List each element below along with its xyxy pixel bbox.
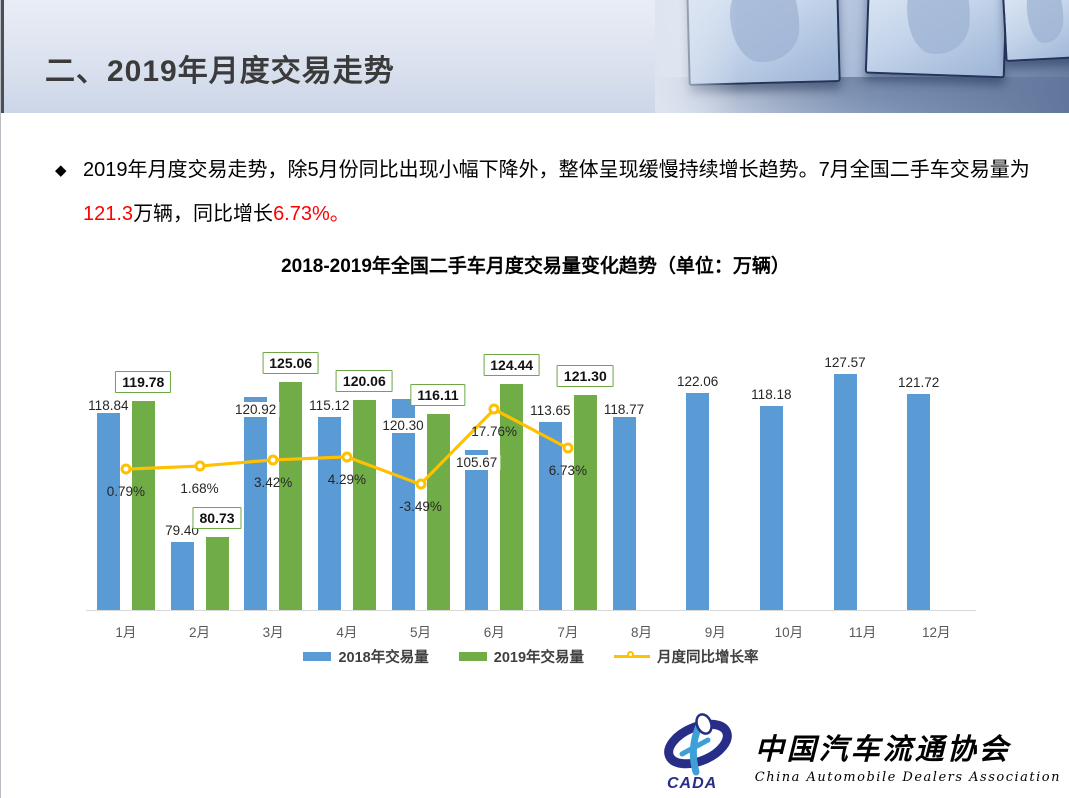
bar-2018-value: 105.67 <box>453 455 501 471</box>
bar-2019-value: 121.30 <box>556 365 614 388</box>
bar-2018-value: 122.06 <box>677 373 719 389</box>
bar-2019 <box>205 537 229 610</box>
chart-legend: 2018年交易量 2019年交易量 月度同比增长率 <box>89 646 973 667</box>
x-axis-label: 3月 <box>262 625 284 640</box>
globe-cube-icon <box>1000 0 1069 63</box>
plot-area: 118.84 119.78 0.79% 79.40 80.73 1.68% 120.92 12… <box>85 330 976 611</box>
bar-2018 <box>391 398 415 610</box>
bar-2018 <box>612 404 636 610</box>
growth-value: -3.49% <box>399 499 442 515</box>
x-axis-label: 8月 <box>631 625 653 640</box>
legend-item: 2019年交易量 <box>458 646 585 667</box>
summary-paragraph: ◆ 2019年月度交易走势，除5月份同比出现小幅下降外，整体呈现缓慢持续增长趋势… <box>55 148 1030 236</box>
legend-swatch <box>303 652 332 661</box>
bar-2018 <box>465 450 489 610</box>
bar-2018 <box>244 396 268 610</box>
legend-swatch <box>458 652 487 661</box>
bar-2018-value: 118.77 <box>600 402 648 418</box>
growth-marker <box>415 478 426 490</box>
growth-marker <box>562 442 574 454</box>
bar-2018-value: 113.65 <box>530 403 571 419</box>
legend-label: 2018年交易量 <box>338 650 429 666</box>
bar-2019-value: 120.06 <box>335 369 393 392</box>
x-axis-label: 6月 <box>483 625 505 640</box>
slide-header: 二、2019年月度交易走势 <box>1 0 1069 113</box>
bar-2018-value: 120.30 <box>379 417 427 433</box>
x-axis-label: 9月 <box>704 625 726 640</box>
bar-2018-value: 118.84 <box>85 398 132 414</box>
growth-value: 1.68% <box>180 481 219 497</box>
x-axis-label: 2月 <box>189 625 211 640</box>
x-axis-label: 4月 <box>336 625 358 640</box>
growth-value: 4.29% <box>327 471 366 487</box>
bar-2019-value: 119.78 <box>115 370 172 393</box>
cube-shadow-icon <box>655 77 1069 113</box>
bar-2018 <box>538 422 562 610</box>
x-axis-label: 11月 <box>848 625 877 640</box>
growth-marker <box>341 451 353 463</box>
bar-2018 <box>686 392 710 610</box>
growth-marker <box>120 463 132 475</box>
bar-2019-value: 125.06 <box>262 352 320 375</box>
globe-cube-icon <box>864 0 1010 79</box>
growth-value: 0.79% <box>106 484 145 500</box>
x-axis-labels: 1月 2月 3月 4月 5月 6月 7月 8月 9月 10月 11月 12月 <box>89 621 973 641</box>
bar-2018-value: 121.72 <box>898 374 940 390</box>
bar-2019 <box>352 399 376 610</box>
x-axis-label: 10月 <box>774 625 804 640</box>
x-axis-label: 7月 <box>557 625 579 640</box>
x-axis-label: 5月 <box>410 625 432 640</box>
x-axis-line <box>86 610 976 611</box>
bar-2018 <box>759 406 783 610</box>
legend-label: 2019年交易量 <box>493 650 585 666</box>
bar-2019 <box>573 395 597 610</box>
bar-2018-value: 118.18 <box>751 387 792 403</box>
bullet-segment: 2019年月度交易走势，除5月份同比出现小幅下降外，整体呈现缓慢持续增长趋势。7… <box>83 159 1030 181</box>
legend-item: 月度同比增长率 <box>614 646 759 667</box>
growth-marker <box>488 403 500 415</box>
page-title: 二、2019年月度交易走势 <box>45 55 395 88</box>
legend-item: 2018年交易量 <box>303 646 429 667</box>
bar-2018 <box>833 373 857 610</box>
legend-label: 月度同比增长率 <box>657 650 759 666</box>
bullet-segment: 万辆，同比增长 <box>133 203 274 225</box>
bar-2018-value: 115.12 <box>309 398 350 414</box>
legend-line-swatch <box>614 651 651 662</box>
bar-2018 <box>907 393 931 610</box>
cada-logo: CADA 中国汽车流通协会 China Automobile Dealers A… <box>653 712 1061 792</box>
bar-2018 <box>170 542 194 610</box>
highlight-value: 6.73%。 <box>273 203 350 225</box>
logo-name-en: China Automobile Dealers Association <box>754 770 1061 785</box>
bar-2019 <box>279 382 303 610</box>
bar-2019-value: 80.73 <box>192 507 242 530</box>
header-decoration <box>655 0 1069 113</box>
growth-marker <box>267 454 279 466</box>
bar-2018-value: 127.57 <box>824 354 866 370</box>
bar-2019 <box>131 400 155 610</box>
bar-2018 <box>317 417 341 610</box>
bar-2018-value: 120.92 <box>232 401 280 417</box>
x-axis-label: 1月 <box>115 625 137 640</box>
growth-value: 6.73% <box>548 463 587 479</box>
bar-2018 <box>96 404 120 610</box>
logo-name-cn: 中国汽车流通协会 <box>754 732 1011 766</box>
growth-value: 17.76% <box>471 424 518 440</box>
svg-text:CADA: CADA <box>667 775 717 792</box>
legend-marker-icon <box>627 651 635 658</box>
bar-2019-value: 116.11 <box>410 383 466 406</box>
growth-value: 3.42% <box>254 474 293 490</box>
growth-marker <box>194 460 205 472</box>
x-axis-label: 12月 <box>921 625 951 640</box>
bar-2019 <box>500 384 524 610</box>
bar-2018-value: 79.40 <box>165 523 199 539</box>
chart-title: 2018-2019年全国二手车月度交易量变化趋势（单位：万辆） <box>281 256 790 277</box>
globe-cube-icon <box>685 0 841 86</box>
cada-emblem-icon: CADA <box>663 713 732 792</box>
bullet-text: 2019年月度交易走势，除5月份同比出现小幅下降外，整体呈现缓慢持续增长趋势。7… <box>83 159 1030 225</box>
bar-2019-value: 124.44 <box>483 354 541 377</box>
highlight-value: 121.3 <box>83 203 134 225</box>
diamond-bullet-icon: ◆ <box>55 162 67 179</box>
